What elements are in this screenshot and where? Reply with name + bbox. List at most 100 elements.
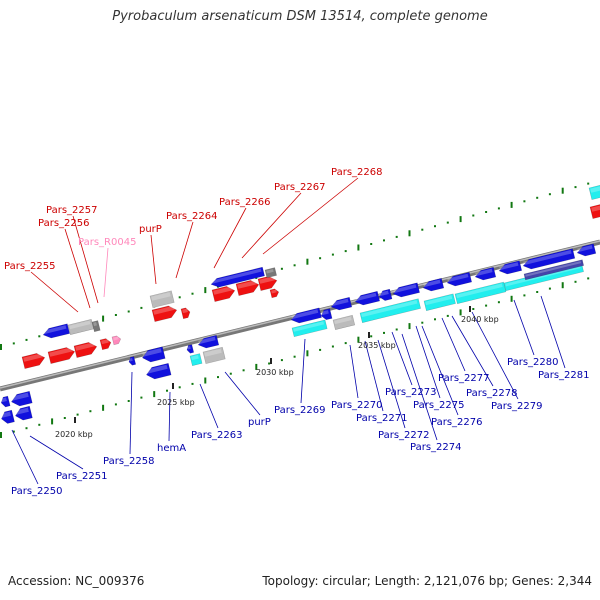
- gc-tick: [114, 314, 117, 316]
- gc-tick: [280, 359, 283, 362]
- upper-gene-label: Pars_R0045: [78, 237, 136, 248]
- upper-gene-labels: Pars_2255 Pars_2256 Pars_2257 Pars_R0045pur…: [4, 167, 382, 272]
- reverse-feature: [378, 288, 393, 301]
- gc-tick: [510, 295, 513, 302]
- gc-tick: [178, 296, 181, 299]
- leader-line: [11, 429, 39, 485]
- reverse-feature: [1, 409, 15, 424]
- reverse-feature: [142, 346, 166, 363]
- leader-line: [103, 247, 109, 298]
- lower-gene-label: Pars_2250: [11, 486, 62, 497]
- leader-line: [415, 325, 441, 399]
- gc-tick: [344, 342, 347, 345]
- reverse-feature: [354, 290, 380, 306]
- forward-feature: [111, 335, 122, 346]
- upper-gene-label: Pars_2256: [38, 218, 89, 229]
- gc-tick: [25, 338, 28, 341]
- gc-tick: [114, 403, 117, 406]
- leader-line: [391, 331, 413, 386]
- leader-line: [30, 271, 79, 313]
- forward-feature: [21, 353, 46, 369]
- gc-tick: [12, 342, 15, 345]
- gc-tick: [574, 280, 577, 283]
- reverse-feature: [474, 266, 497, 281]
- upper-gene-label: Pars_2266: [219, 197, 270, 208]
- scale-tick: [270, 358, 272, 364]
- reverse-feature: [291, 319, 328, 338]
- gc-tick: [357, 244, 360, 251]
- reverse-feature: [523, 259, 585, 281]
- gc-tick: [38, 335, 41, 338]
- gc-tick: [485, 211, 488, 213]
- gc-tick: [204, 377, 207, 384]
- reverse-feature: [197, 334, 220, 349]
- scale-tick: [172, 383, 174, 389]
- upper-gene-label: Pars_2268: [331, 167, 382, 178]
- gc-tick: [102, 404, 105, 411]
- lower-gene-label: Pars_2277: [438, 373, 489, 384]
- gene-features: [0, 184, 600, 424]
- gc-tick: [459, 216, 462, 223]
- leader-line: [300, 338, 306, 404]
- gc-tick: [434, 318, 436, 321]
- forward-feature: [151, 305, 178, 322]
- lower-gene-label: Pars_2274: [410, 442, 461, 453]
- gc-tick: [561, 282, 564, 289]
- reverse-feature: [0, 395, 11, 408]
- gc-tick: [0, 432, 2, 438]
- gc-tick: [472, 308, 475, 310]
- scale-tick-label: 2030 kbp: [256, 368, 294, 377]
- gc-tick: [395, 328, 398, 331]
- gc-tick: [255, 363, 258, 370]
- gc-tick: [127, 310, 130, 313]
- leader-line: [72, 215, 99, 304]
- leader-line: [213, 207, 247, 269]
- gc-tick: [536, 291, 539, 293]
- gc-tick: [242, 369, 245, 372]
- gc-tick: [268, 362, 271, 365]
- upper-gene-label: Pars_2255: [4, 261, 55, 272]
- leader-line: [401, 333, 438, 441]
- scale-tick: [74, 417, 76, 423]
- lower-gene-label: Pars_2271: [356, 413, 407, 424]
- forward-feature: [211, 286, 236, 302]
- leader-line: [349, 344, 359, 399]
- leader-line: [29, 435, 84, 470]
- leader-line: [262, 177, 359, 255]
- reverse-feature: [290, 307, 322, 324]
- gc-tick: [178, 386, 181, 389]
- gc-tick: [25, 427, 28, 430]
- gc-tick: [523, 200, 526, 203]
- gc-tick: [408, 230, 411, 237]
- gc-tick: [383, 239, 385, 242]
- scale-tick-labels: 2020 kbp 2025 kbp 2030 kbp 2035 kbp 2040 kbp: [55, 306, 499, 439]
- lower-gene-label: Pars_2280: [507, 357, 558, 368]
- forward-feature: [73, 342, 98, 358]
- leader-line: [441, 317, 466, 372]
- gc-tick: [140, 396, 143, 399]
- forward-feature: [264, 267, 277, 279]
- forward-feature: [257, 276, 278, 291]
- reverse-feature: [330, 296, 353, 311]
- leader-line: [421, 325, 459, 416]
- gc-tick: [370, 243, 373, 245]
- gc-tick: [229, 372, 232, 375]
- lower-gene-label: Pars_2270: [331, 400, 382, 411]
- forward-feature: [210, 266, 265, 288]
- leader-line: [364, 340, 384, 412]
- gc-tick: [497, 207, 500, 210]
- lower-gene-label: Pars_2276: [431, 417, 482, 428]
- gc-tick: [472, 214, 475, 217]
- leader-line: [224, 371, 261, 416]
- lower-gene-label: Pars_2279: [491, 401, 542, 412]
- gc-tick: [408, 323, 411, 330]
- gc-tick: [319, 348, 322, 351]
- gc-tick: [536, 196, 539, 199]
- gc-tick: [459, 309, 462, 316]
- gc-tick: [434, 225, 436, 228]
- gc-tick: [331, 253, 334, 256]
- leader-line: [199, 383, 219, 429]
- forward-feature: [180, 307, 191, 320]
- gc-tick: [587, 277, 590, 280]
- gc-tick: [153, 391, 156, 398]
